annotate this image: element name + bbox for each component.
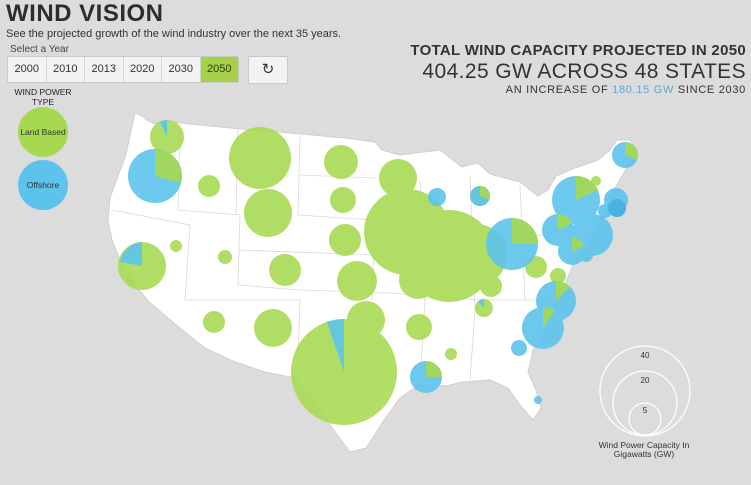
offshore-bubble[interactable] xyxy=(511,340,527,356)
offshore-slice[interactable] xyxy=(160,120,167,137)
offshore-slice[interactable] xyxy=(327,319,344,372)
land-slice[interactable] xyxy=(625,142,638,160)
year-button-2013[interactable]: 2013 xyxy=(85,57,124,82)
land-bubble[interactable] xyxy=(330,187,356,213)
land-slice[interactable] xyxy=(543,307,555,328)
land-bubble[interactable] xyxy=(203,311,225,333)
land-bubble[interactable] xyxy=(244,189,292,237)
land-bubble[interactable] xyxy=(254,309,292,347)
size-legend-circle-40 xyxy=(599,345,691,437)
offshore-filter[interactable]: Offshore xyxy=(18,160,68,210)
year-button-2010[interactable]: 2010 xyxy=(47,57,85,82)
land-bubble[interactable] xyxy=(269,254,301,286)
summary-increase-suffix: SINCE 2030 xyxy=(674,84,746,96)
land-bubble[interactable] xyxy=(218,250,232,264)
size-legend-caption: Wind Power Capacity In Gigawatts (GW) xyxy=(598,440,690,459)
size-legend-label-40: 40 xyxy=(641,351,650,360)
land-based-label: Land Based xyxy=(20,127,66,137)
summary-increase: AN INCREASE OF 180.15 GW SINCE 2030 xyxy=(410,84,746,96)
land-slice[interactable] xyxy=(426,361,442,377)
land-based-filter[interactable]: Land Based xyxy=(18,107,68,157)
land-bubble[interactable] xyxy=(379,159,417,197)
land-bubble[interactable] xyxy=(480,275,502,297)
land-bubble[interactable] xyxy=(445,348,457,360)
land-slice[interactable] xyxy=(556,281,570,301)
land-slices xyxy=(155,142,638,377)
land-bubbles xyxy=(118,120,601,425)
offshore-bubble[interactable] xyxy=(608,199,626,217)
land-bubble[interactable] xyxy=(337,261,377,301)
year-button-2000[interactable]: 2000 xyxy=(8,57,47,82)
size-legend-circle-5 xyxy=(628,402,662,436)
summary-heading: TOTAL WIND CAPACITY PROJECTED IN 2050 xyxy=(410,42,746,59)
size-legend-label-5: 5 xyxy=(643,406,648,415)
year-select-label: Select a Year xyxy=(10,44,69,55)
land-slice[interactable] xyxy=(572,237,584,251)
offshore-label: Offshore xyxy=(26,180,60,190)
land-slice[interactable] xyxy=(512,218,538,244)
year-button-2030[interactable]: 2030 xyxy=(162,57,201,82)
offshore-bubble[interactable] xyxy=(428,188,446,206)
offshore-slices xyxy=(120,120,484,372)
offshore-slice[interactable] xyxy=(478,299,484,308)
land-bubble[interactable] xyxy=(170,240,182,252)
size-legend xyxy=(599,345,691,437)
summary-increase-prefix: AN INCREASE OF xyxy=(505,84,613,96)
land-bubble[interactable] xyxy=(198,175,220,197)
land-bubble[interactable] xyxy=(406,314,432,340)
summary-block: TOTAL WIND CAPACITY PROJECTED IN 2050 40… xyxy=(410,42,746,96)
offshore-slice[interactable] xyxy=(120,242,142,266)
land-bubble[interactable] xyxy=(550,268,566,284)
land-slice[interactable] xyxy=(576,175,598,200)
land-slice[interactable] xyxy=(558,214,572,230)
type-legend-title: WIND POWER TYPE xyxy=(14,87,72,107)
size-legend-label-20: 20 xyxy=(641,376,650,385)
land-bubble[interactable] xyxy=(329,224,361,256)
year-button-2050[interactable]: 2050 xyxy=(200,57,238,82)
summary-increase-value: 180.15 GW xyxy=(612,84,675,96)
land-bubble[interactable] xyxy=(324,145,358,179)
land-slice[interactable] xyxy=(155,149,182,183)
land-bubble[interactable] xyxy=(229,127,291,189)
page-title: WIND VISION xyxy=(6,0,164,27)
refresh-icon: ↻ xyxy=(261,61,275,78)
summary-total: 404.25 GW ACROSS 48 STATES xyxy=(422,60,746,83)
reset-button[interactable]: ↻ xyxy=(248,56,288,84)
year-button-2020[interactable]: 2020 xyxy=(124,57,162,82)
offshore-bubble[interactable] xyxy=(534,396,542,404)
page-subtitle: See the projected growth of the wind ind… xyxy=(6,28,342,40)
land-slice[interactable] xyxy=(480,186,490,200)
year-selector: 2000 2010 2013 2020 2030 2050 xyxy=(7,56,239,83)
